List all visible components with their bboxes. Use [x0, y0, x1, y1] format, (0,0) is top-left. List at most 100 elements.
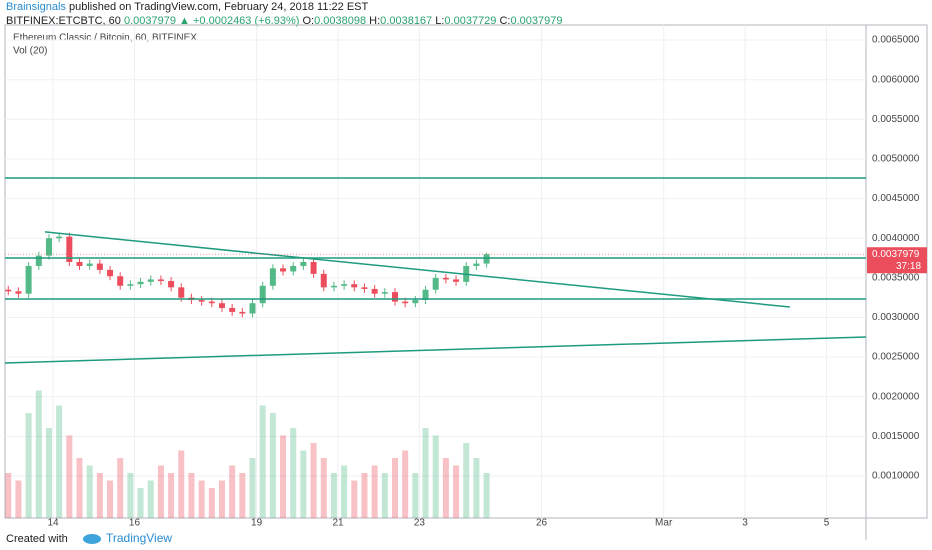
symbol: BITFINEX:ETCBTC, 60	[6, 15, 121, 27]
volume-bar	[137, 488, 144, 518]
countdown: 37:18	[896, 261, 921, 272]
volume-bar	[178, 450, 185, 518]
y-tick-label: 0.0030000	[872, 312, 920, 323]
volume-bar	[320, 458, 327, 518]
volume-bar	[157, 465, 164, 518]
x-tick-label: 21	[332, 518, 344, 529]
volume-bar	[381, 473, 388, 518]
logo	[83, 534, 101, 544]
arrow: ▲	[179, 15, 190, 27]
candle-body	[341, 284, 348, 286]
c-label: C:	[499, 15, 511, 27]
candle-body	[381, 292, 388, 294]
brand[interactable]: TradingView	[106, 531, 172, 545]
candle-body	[5, 289, 12, 292]
candle-body	[432, 277, 439, 290]
volume-bar	[310, 443, 317, 518]
candle-body	[96, 263, 103, 270]
volume-bar	[280, 435, 287, 518]
candle-body	[269, 268, 276, 286]
volume-bar	[422, 428, 429, 518]
candle-body	[320, 273, 327, 288]
candle-body	[86, 263, 93, 266]
candle-body	[391, 292, 398, 302]
x-tick-label: 23	[414, 518, 426, 529]
change: +0.0002463 (+6.93%)	[193, 15, 300, 27]
volume-bar	[483, 473, 490, 518]
candle-body	[330, 285, 337, 288]
h: 0.0038167	[380, 15, 433, 27]
last: 0.0037979	[123, 15, 176, 27]
candle-body	[35, 255, 42, 266]
volume-bar	[330, 473, 337, 518]
x-tick-label: 26	[536, 518, 548, 529]
x-tick-label: 19	[251, 518, 263, 529]
volume-bar	[117, 458, 124, 518]
last-price-box	[867, 247, 927, 274]
candle-body	[25, 265, 32, 294]
trend-line	[44, 231, 790, 308]
author[interactable]: Brainsignals	[6, 1, 66, 13]
volume-bar	[463, 443, 470, 518]
candle-body	[412, 300, 419, 304]
volume-bar	[218, 480, 225, 518]
h-label: H:	[369, 15, 381, 27]
volume-bar	[473, 458, 480, 518]
volume-bar	[229, 465, 236, 518]
y-tick-label: 0.0065000	[872, 35, 920, 46]
volume-bar	[269, 413, 276, 518]
volume-bar	[341, 465, 348, 518]
y-tick-label: 0.0045000	[872, 193, 920, 204]
volume-label: Vol (20)	[13, 46, 47, 57]
candle-body	[290, 265, 297, 272]
volume-bar	[107, 480, 114, 518]
volume-bar	[300, 450, 307, 518]
candle-body	[56, 236, 63, 239]
volume-bar	[66, 435, 73, 518]
candle-body	[483, 254, 490, 264]
volume-bar	[442, 458, 449, 518]
created: Created with	[6, 533, 68, 545]
candle-body	[442, 277, 449, 280]
candle-body	[422, 289, 429, 301]
candle-body	[239, 311, 246, 314]
volume-bar	[147, 480, 154, 518]
candle-body	[76, 261, 83, 266]
x-tick-label: 16	[129, 518, 141, 529]
candle-body	[310, 261, 317, 274]
x-tick-label: 14	[47, 518, 59, 529]
y-tick-label: 0.0055000	[872, 114, 920, 125]
volume-bar	[453, 465, 460, 518]
candle-body	[361, 287, 368, 289]
candle-body	[178, 287, 185, 298]
volume-bar	[86, 465, 93, 518]
volume-bar	[56, 405, 63, 518]
volume-bar	[208, 488, 215, 518]
candle-body	[137, 281, 144, 285]
y-tick-label: 0.0025000	[872, 352, 920, 363]
candle-body	[147, 279, 154, 282]
candle-body	[402, 301, 409, 304]
x-tick-label: 5	[824, 518, 830, 529]
candle-body	[66, 236, 73, 262]
volume-bar	[25, 413, 32, 518]
candle-body	[157, 279, 164, 282]
volume-bar	[198, 480, 205, 518]
candle-body	[229, 307, 236, 312]
o-label: O:	[302, 15, 315, 27]
candle-body	[249, 303, 256, 314]
y-tick-label: 0.0035000	[872, 272, 920, 283]
volume-bar	[15, 480, 22, 518]
volume-bar	[412, 473, 419, 518]
volume-bar	[35, 390, 42, 518]
candle-body	[117, 276, 124, 286]
candle-body	[15, 291, 22, 294]
y-tick-label: 0.0050000	[872, 154, 920, 165]
x-tick-label: 3	[742, 518, 748, 529]
volume-bar	[391, 458, 398, 518]
published: published on TradingView.com, February 2…	[68, 1, 369, 13]
candle-body	[473, 263, 480, 266]
y-tick-label: 0.0020000	[872, 391, 920, 402]
candle-body	[127, 284, 134, 286]
y-tick-label: 0.0040000	[872, 233, 920, 244]
